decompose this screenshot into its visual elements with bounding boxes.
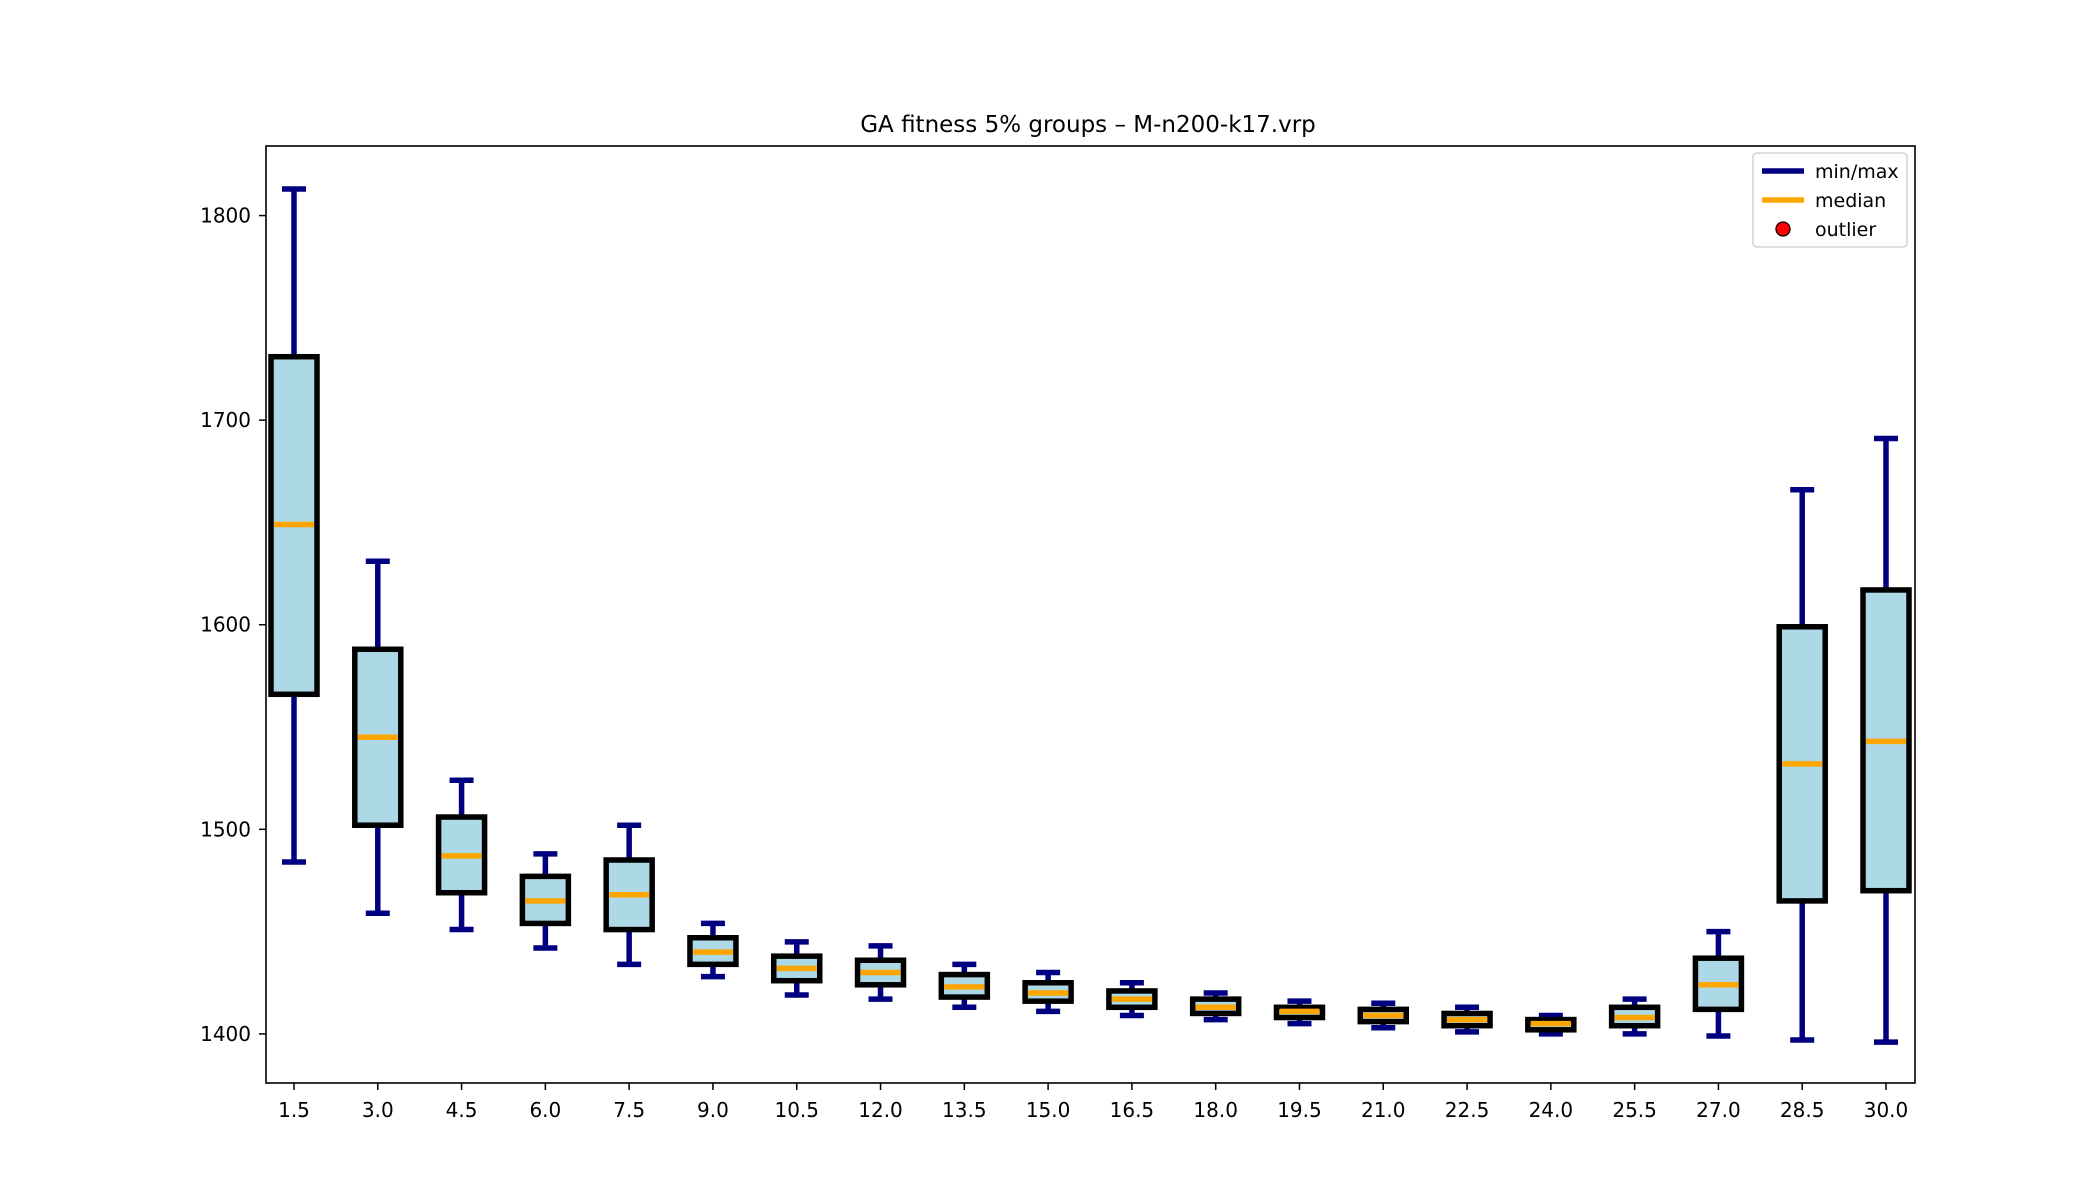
box-group-13.5	[938, 961, 991, 1011]
box-group-3.0	[352, 558, 404, 916]
box-group-10.5	[770, 939, 823, 998]
box-group-30.0	[1860, 435, 1912, 1045]
legend-label: outlier	[1815, 219, 1876, 241]
plot-area-frame	[265, 145, 1916, 1084]
y-tick-label: 1600	[200, 613, 251, 637]
x-tick-label: 24.0	[1529, 1098, 1574, 1122]
x-tick-label: 1.5	[278, 1098, 310, 1122]
box-group-12.0	[854, 943, 907, 1002]
x-tick-label: 12.0	[858, 1098, 903, 1122]
box-group-7.5	[603, 822, 655, 968]
box-group-19.5	[1273, 998, 1326, 1027]
x-tick-label: 9.0	[697, 1098, 729, 1122]
legend-label: min/max	[1815, 161, 1899, 183]
legend-label: median	[1815, 190, 1886, 212]
box-group-24.0	[1525, 1012, 1577, 1037]
x-tick-label: 27.0	[1696, 1098, 1741, 1122]
x-tick-label: 25.5	[1612, 1098, 1657, 1122]
x-axis: 1.5 3.0 4.5 6.0 7.5 9.0 10.5 12.0 13.5 15.0 16.5 18…	[278, 1083, 1908, 1122]
y-tick-label: 1800	[200, 204, 251, 228]
box-group-9.0	[687, 920, 739, 980]
x-tick-label: 21.0	[1361, 1098, 1406, 1122]
x-tick-label: 15.0	[1026, 1098, 1071, 1122]
x-tick-label: 6.0	[529, 1098, 561, 1122]
x-tick-label: 10.5	[774, 1098, 819, 1122]
x-tick-label: 13.5	[942, 1098, 987, 1122]
legend: min/max median outlier	[1752, 152, 1908, 248]
box-group-21.0	[1357, 1000, 1410, 1031]
x-tick-label: 7.5	[613, 1098, 645, 1122]
y-tick-label: 1500	[200, 817, 251, 841]
y-tick-label: 1700	[200, 408, 251, 432]
box-group-25.5	[1608, 996, 1661, 1037]
x-tick-label: 3.0	[362, 1098, 394, 1122]
x-tick-label: 16.5	[1110, 1098, 1155, 1122]
box-group-15.0	[1022, 969, 1074, 1015]
boxes-layer	[268, 186, 1912, 1045]
box-group-16.5	[1106, 980, 1158, 1019]
box-group-18.0	[1189, 990, 1242, 1023]
y-axis: 1400 1500 1600 1700 1800	[200, 204, 266, 1046]
y-tick-label: 1400	[200, 1022, 251, 1046]
x-tick-label: 18.0	[1193, 1098, 1238, 1122]
x-tick-label: 28.5	[1780, 1098, 1825, 1122]
legend-swatch-dot	[1775, 221, 1791, 237]
box-group-22.5	[1441, 1004, 1493, 1035]
x-tick-label: 4.5	[446, 1098, 478, 1122]
x-tick-label: 19.5	[1277, 1098, 1322, 1122]
box-group-28.5	[1776, 486, 1828, 1043]
x-tick-label: 22.5	[1445, 1098, 1490, 1122]
x-tick-label: 30.0	[1864, 1098, 1909, 1122]
box-group-1.5	[268, 186, 320, 865]
box-group-4.5	[435, 777, 488, 933]
legend-box	[1752, 152, 1908, 248]
box-group-27.0	[1692, 928, 1745, 1039]
chart-title: GA fitness 5% groups – M-n200-k17.vrp	[860, 112, 1316, 138]
box-group-6.0	[519, 851, 572, 951]
